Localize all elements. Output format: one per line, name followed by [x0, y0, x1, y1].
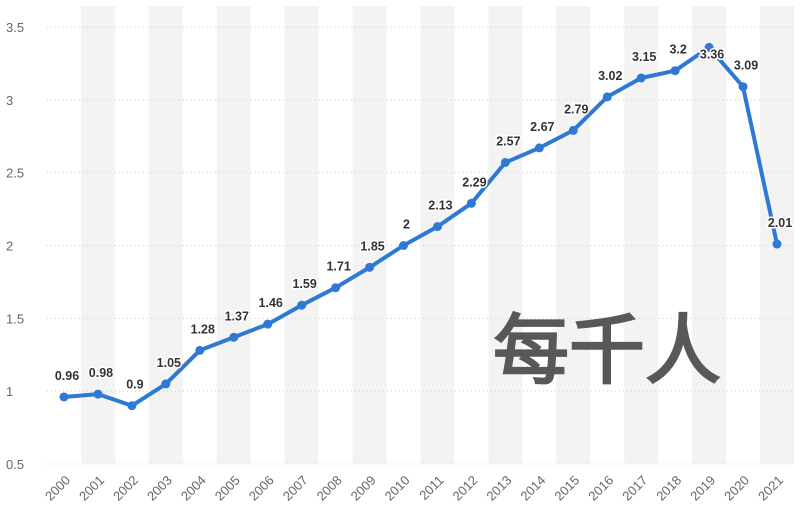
data-label: 2: [403, 218, 410, 232]
data-label: 2.67: [530, 120, 554, 134]
data-label: 3.2: [669, 43, 686, 57]
x-tick-label: 2002: [110, 473, 141, 504]
annotation-text: 每千人: [493, 306, 721, 395]
data-point: [161, 379, 171, 389]
data-point: [500, 157, 510, 167]
data-point: [704, 42, 714, 52]
data-label: 2.79: [564, 102, 588, 116]
data-label: 2.01: [768, 216, 792, 230]
data-point: [195, 345, 205, 355]
x-tick-label: 2019: [687, 473, 718, 504]
data-point: [331, 283, 341, 293]
y-tick-label: 2.5: [6, 166, 24, 181]
x-tick-label: 2010: [382, 473, 413, 504]
x-tick-label: 2016: [585, 473, 616, 504]
data-labels: 0.96 0.98 0.9 1.05 1.28 1.37 1.46 1.59 1.71 1.85 2…: [53, 41, 793, 393]
data-point: [738, 82, 748, 92]
column-band: [556, 6, 591, 464]
x-tick-label: 2009: [348, 473, 379, 504]
data-label: 1.85: [360, 239, 384, 253]
data-label: 1.28: [191, 322, 215, 336]
column-band: [284, 6, 319, 464]
data-label: 1.37: [225, 309, 249, 323]
column-band: [488, 6, 523, 464]
data-point: [466, 198, 476, 208]
x-tick-label: 2008: [314, 473, 345, 504]
data-point: [432, 222, 442, 232]
x-tick-label: 2013: [483, 473, 514, 504]
data-label: 2.13: [428, 199, 452, 213]
data-label: 3.36: [700, 47, 724, 61]
y-tick-label: 1.5: [6, 311, 24, 326]
y-tick-label: 3: [6, 93, 13, 108]
data-label: 0.96: [55, 369, 79, 383]
data-point: [399, 241, 409, 250]
data-label: 1.46: [259, 296, 283, 310]
data-label: 3.15: [632, 50, 656, 64]
x-tick-label: 2011: [416, 473, 446, 503]
column-band: [80, 6, 115, 464]
data-point: [636, 73, 646, 83]
data-point: [568, 125, 578, 135]
data-point: [127, 401, 137, 411]
column-band: [148, 6, 183, 464]
x-tick-label: 2000: [42, 473, 73, 504]
data-label: 3.09: [734, 59, 758, 73]
data-point: [602, 92, 612, 102]
data-label: 1.05: [157, 356, 181, 370]
data-label: 2.29: [462, 175, 486, 189]
x-tick-label: 2006: [246, 473, 277, 504]
data-point: [365, 262, 375, 272]
x-tick-label: 2014: [517, 473, 548, 504]
data-point: [297, 300, 307, 310]
x-tick-label: 2018: [653, 473, 684, 504]
data-label: 0.9: [126, 378, 143, 392]
data-point: [59, 392, 69, 402]
x-tick-label: 2007: [280, 473, 311, 504]
column-band: [692, 6, 727, 464]
data-points: [59, 42, 782, 411]
x-tick-label: 2004: [178, 473, 209, 504]
data-point: [670, 66, 680, 76]
x-tick-label: 2005: [212, 473, 243, 504]
x-tick-label: 2015: [551, 473, 582, 504]
x-tick-label: 2003: [144, 473, 175, 504]
gridlines: [47, 26, 795, 465]
y-axis: 0.5 1 1.5 2 2.5 3 3.5: [6, 20, 24, 472]
data-point: [534, 143, 544, 153]
data-label: 1.71: [326, 260, 350, 274]
data-label: 3.02: [598, 69, 622, 83]
data-label: 2.57: [496, 134, 520, 148]
data-point: [93, 389, 103, 399]
data-label: 1.59: [292, 277, 316, 291]
y-tick-label: 3.5: [6, 20, 24, 35]
data-label: 0.98: [89, 366, 113, 380]
column-band: [216, 6, 251, 464]
data-point: [229, 332, 239, 342]
y-tick-label: 0.5: [6, 457, 24, 472]
column-band: [352, 6, 387, 464]
column-bands: [80, 6, 794, 464]
x-tick-label: 2020: [721, 473, 752, 504]
data-point: [263, 319, 273, 329]
x-axis: 2000 2001 2002 2003 2004 2005 2006 2007 2008 2009…: [42, 473, 786, 504]
series-line: [62, 45, 779, 408]
y-tick-label: 2: [6, 239, 13, 254]
x-tick-label: 2021: [755, 473, 786, 504]
x-tick-label: 2017: [619, 473, 650, 504]
y-tick-label: 1: [6, 384, 13, 399]
x-tick-label: 2012: [449, 473, 480, 504]
data-point: [772, 239, 782, 249]
x-tick-label: 2001: [76, 473, 107, 504]
